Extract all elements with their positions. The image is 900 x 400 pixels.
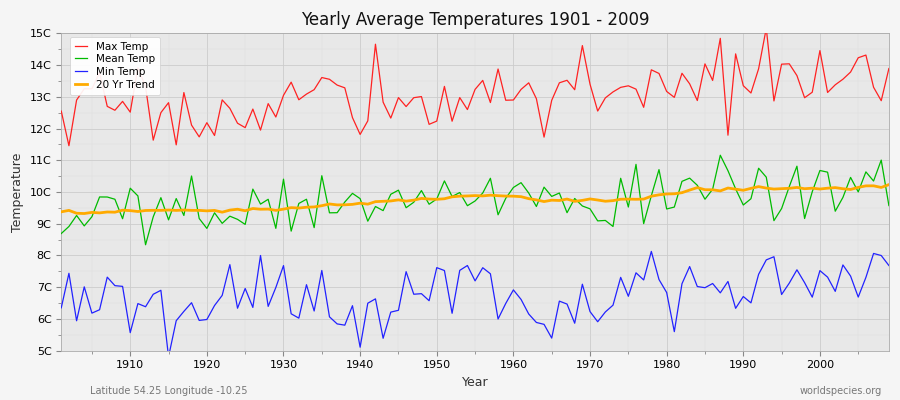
Mean Temp <box>608 224 618 229</box>
20 Yr Trend <box>516 194 526 199</box>
20 Yr Trend <box>884 182 895 187</box>
Max Temp <box>884 66 895 71</box>
20 Yr Trend <box>79 211 90 216</box>
Min Temp <box>608 303 618 308</box>
Line: 20 Yr Trend: 20 Yr Trend <box>61 185 889 214</box>
Mean Temp <box>516 180 526 185</box>
Text: worldspecies.org: worldspecies.org <box>800 386 882 396</box>
Mean Temp <box>715 153 725 158</box>
Min Temp <box>293 316 304 320</box>
Max Temp <box>760 26 771 30</box>
Min Temp <box>117 284 128 289</box>
20 Yr Trend <box>293 206 304 210</box>
Max Temp <box>339 86 350 90</box>
Mean Temp <box>56 231 67 236</box>
Min Temp <box>56 306 67 310</box>
X-axis label: Year: Year <box>462 376 489 389</box>
20 Yr Trend <box>56 210 67 214</box>
Min Temp <box>508 288 518 292</box>
Max Temp <box>56 109 67 114</box>
Min Temp <box>163 354 174 359</box>
Max Temp <box>516 87 526 92</box>
Line: Min Temp: Min Temp <box>61 252 889 357</box>
Mean Temp <box>339 200 350 204</box>
Mean Temp <box>117 216 128 221</box>
Max Temp <box>64 143 75 148</box>
Mean Temp <box>508 185 518 190</box>
Max Temp <box>608 90 618 94</box>
Max Temp <box>508 98 518 102</box>
Mean Temp <box>884 203 895 208</box>
Mean Temp <box>293 201 304 206</box>
Min Temp <box>884 263 895 268</box>
20 Yr Trend <box>125 208 136 213</box>
Min Temp <box>646 249 657 254</box>
20 Yr Trend <box>339 202 350 207</box>
Text: Latitude 54.25 Longitude -10.25: Latitude 54.25 Longitude -10.25 <box>90 386 248 396</box>
Title: Yearly Average Temperatures 1901 - 2009: Yearly Average Temperatures 1901 - 2009 <box>301 11 649 29</box>
Min Temp <box>516 297 526 302</box>
Legend: Max Temp, Mean Temp, Min Temp, 20 Yr Trend: Max Temp, Mean Temp, Min Temp, 20 Yr Tre… <box>69 37 160 95</box>
Line: Max Temp: Max Temp <box>61 28 889 146</box>
Mean Temp <box>140 242 151 247</box>
Max Temp <box>125 110 136 114</box>
Min Temp <box>339 323 350 328</box>
Y-axis label: Temperature: Temperature <box>11 152 24 232</box>
Line: Mean Temp: Mean Temp <box>61 155 889 245</box>
Max Temp <box>293 97 304 102</box>
20 Yr Trend <box>508 194 518 198</box>
20 Yr Trend <box>608 198 618 203</box>
